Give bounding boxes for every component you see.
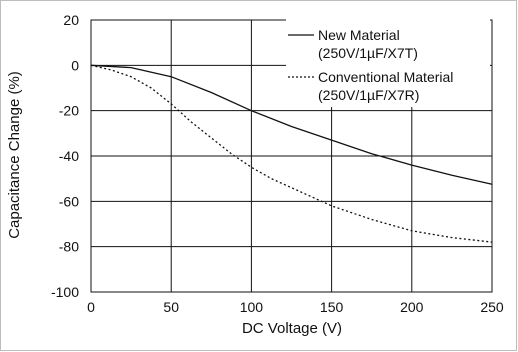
x-tick-label: 0: [87, 299, 95, 315]
y-tick-label: -80: [59, 239, 79, 255]
legend-sublabel-new-material: (250V/1µF/X7T): [318, 45, 418, 61]
series-layer: [90, 64, 493, 243]
legend: New Material (250V/1µF/X7T) Conventional…: [286, 17, 490, 107]
legend-sublabel-conventional-material: (250V/1µF/X7R): [318, 87, 419, 103]
legend-background: [286, 17, 490, 107]
x-tick-label: 50: [163, 299, 179, 315]
y-tick-label: -20: [59, 103, 79, 119]
y-tick-label: 0: [71, 57, 79, 73]
y-tick-label: 20: [63, 12, 79, 28]
legend-label-conventional-material: Conventional Material: [318, 69, 453, 85]
y-tick-label: -40: [59, 148, 79, 164]
x-tick-label: 150: [320, 299, 344, 315]
x-tick-label: 200: [400, 299, 424, 315]
x-axis-label: DC Voltage (V): [242, 320, 342, 337]
x-tick-labels: 0 50 100 150 200 250: [87, 299, 504, 315]
x-tick-label: 100: [240, 299, 264, 315]
y-tick-label: -60: [59, 193, 79, 209]
y-axis-label: Capacitance Change (%): [6, 71, 23, 239]
series-line-conventional-material: [90, 64, 493, 243]
series-line-new-material: [90, 64, 493, 185]
y-tick-labels: 20 0 -20 -40 -60 -80 -100: [51, 12, 79, 300]
y-tick-label: -100: [51, 284, 79, 300]
x-tick-label: 250: [480, 299, 504, 315]
legend-label-new-material: New Material: [318, 27, 400, 43]
